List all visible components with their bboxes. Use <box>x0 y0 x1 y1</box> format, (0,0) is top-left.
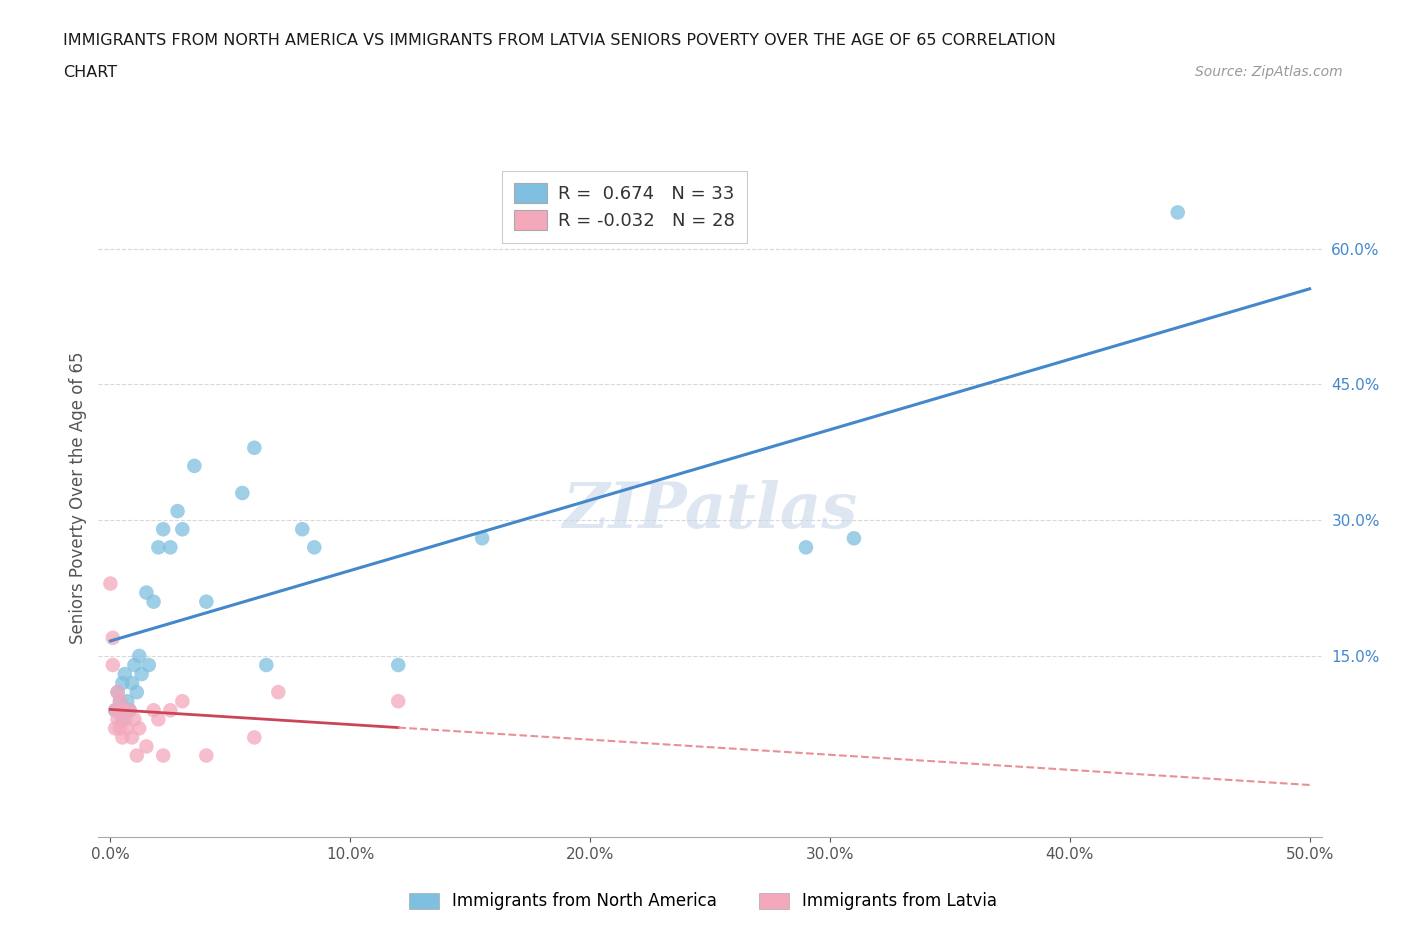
Point <box>111 711 134 726</box>
Point <box>387 658 409 672</box>
Point <box>107 684 129 699</box>
Point <box>159 540 181 555</box>
Point <box>138 658 160 672</box>
Legend: R =  0.674   N = 33, R = -0.032   N = 28: R = 0.674 N = 33, R = -0.032 N = 28 <box>502 170 747 243</box>
Point <box>107 711 129 726</box>
Point <box>183 458 205 473</box>
Point <box>195 748 218 763</box>
Point <box>114 667 136 682</box>
Point <box>115 694 138 709</box>
Point <box>131 667 153 682</box>
Point <box>128 721 150 736</box>
Point <box>121 676 143 691</box>
Text: IMMIGRANTS FROM NORTH AMERICA VS IMMIGRANTS FROM LATVIA SENIORS POVERTY OVER THE: IMMIGRANTS FROM NORTH AMERICA VS IMMIGRA… <box>63 33 1056 47</box>
Point <box>108 694 131 709</box>
Point <box>231 485 253 500</box>
Legend: Immigrants from North America, Immigrants from Latvia: Immigrants from North America, Immigrant… <box>402 885 1004 917</box>
Point <box>267 684 290 699</box>
Point <box>195 594 218 609</box>
Point <box>124 658 146 672</box>
Point <box>142 703 165 718</box>
Point <box>111 730 134 745</box>
Text: Source: ZipAtlas.com: Source: ZipAtlas.com <box>1195 65 1343 79</box>
Point <box>101 658 124 672</box>
Point <box>152 748 174 763</box>
Text: ZIPatlas: ZIPatlas <box>562 481 858 542</box>
Point <box>1167 205 1189 219</box>
Point <box>128 648 150 663</box>
Point <box>125 748 148 763</box>
Point <box>107 684 129 699</box>
Point <box>135 585 157 600</box>
Point <box>100 576 122 591</box>
Point <box>111 676 134 691</box>
Point <box>254 658 277 672</box>
Point <box>125 684 148 699</box>
Point <box>121 730 143 745</box>
Point <box>108 721 131 736</box>
Point <box>118 703 141 718</box>
Point <box>104 703 127 718</box>
Point <box>135 739 157 754</box>
Point <box>124 711 146 726</box>
Y-axis label: Seniors Poverty Over the Age of 65: Seniors Poverty Over the Age of 65 <box>69 352 87 644</box>
Point <box>114 711 136 726</box>
Point <box>291 522 314 537</box>
Point <box>243 730 266 745</box>
Point <box>101 631 124 645</box>
Point <box>108 694 131 709</box>
Point <box>794 540 817 555</box>
Point <box>471 531 494 546</box>
Point <box>304 540 326 555</box>
Point <box>111 703 134 718</box>
Point <box>166 504 188 519</box>
Point <box>115 721 138 736</box>
Point <box>152 522 174 537</box>
Point <box>104 721 127 736</box>
Point <box>142 594 165 609</box>
Point <box>243 440 266 455</box>
Point <box>148 540 170 555</box>
Point <box>148 711 170 726</box>
Point <box>118 703 141 718</box>
Point <box>172 694 194 709</box>
Point <box>104 703 127 718</box>
Point <box>172 522 194 537</box>
Point <box>842 531 865 546</box>
Point <box>159 703 181 718</box>
Text: CHART: CHART <box>63 65 117 80</box>
Point <box>387 694 409 709</box>
